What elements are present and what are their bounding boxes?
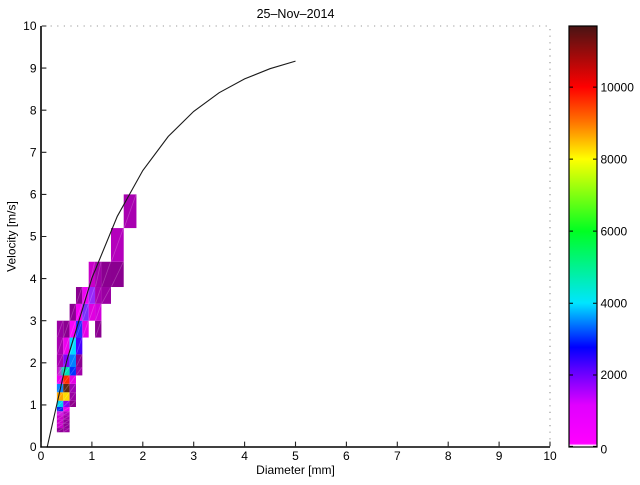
svg-text:6: 6 — [343, 449, 350, 463]
svg-text:8: 8 — [30, 103, 37, 117]
svg-text:4: 4 — [241, 449, 248, 463]
svg-text:5: 5 — [30, 230, 37, 244]
svg-text:9: 9 — [30, 61, 37, 75]
svg-text:3: 3 — [30, 314, 37, 328]
svg-text:0: 0 — [38, 449, 45, 463]
svg-text:2000: 2000 — [601, 368, 628, 382]
svg-text:4: 4 — [30, 272, 37, 286]
svg-text:2: 2 — [139, 449, 146, 463]
svg-text:Velocity [m/s]: Velocity [m/s] — [5, 201, 19, 272]
svg-text:6: 6 — [30, 188, 37, 202]
svg-text:8000: 8000 — [601, 152, 628, 166]
svg-text:3: 3 — [190, 449, 197, 463]
svg-text:7: 7 — [30, 146, 37, 160]
svg-text:6000: 6000 — [601, 224, 628, 238]
svg-text:2: 2 — [30, 356, 37, 370]
svg-text:Diameter [mm]: Diameter [mm] — [256, 463, 335, 477]
svg-text:10: 10 — [23, 19, 37, 33]
svg-text:4000: 4000 — [601, 296, 628, 310]
svg-text:10: 10 — [543, 449, 557, 463]
svg-text:0: 0 — [30, 440, 37, 454]
svg-text:25–Nov–2014: 25–Nov–2014 — [257, 7, 335, 21]
svg-text:9: 9 — [496, 449, 503, 463]
svg-text:7: 7 — [394, 449, 401, 463]
svg-text:1: 1 — [89, 449, 96, 463]
svg-text:8: 8 — [445, 449, 452, 463]
svg-text:0: 0 — [601, 443, 608, 457]
svg-text:5: 5 — [292, 449, 299, 463]
svg-text:1: 1 — [30, 398, 37, 412]
svg-text:10000: 10000 — [601, 80, 635, 94]
